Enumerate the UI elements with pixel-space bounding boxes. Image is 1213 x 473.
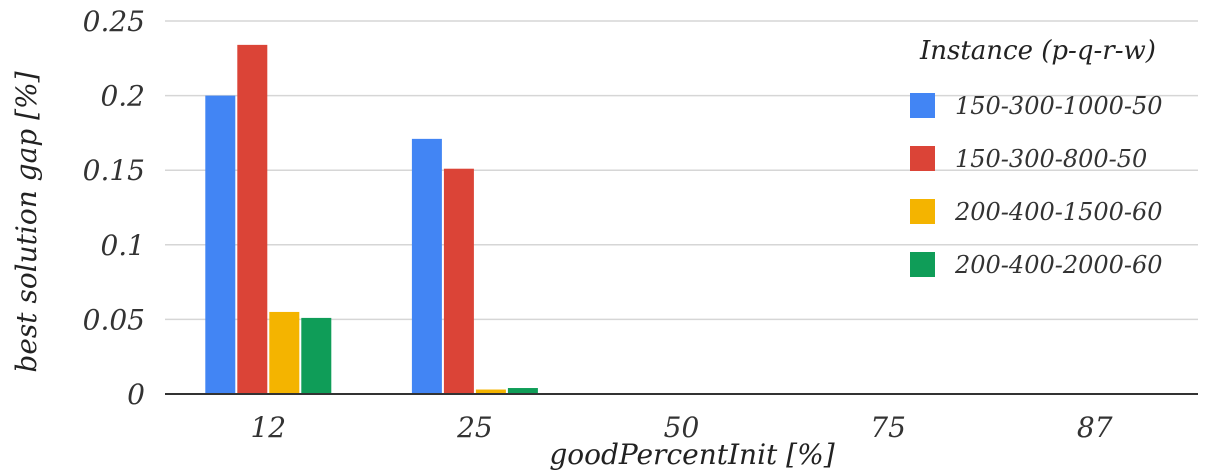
legend: Instance (p-q-r-w) 150-300-1000-50 150-30…: [910, 36, 1163, 279]
legend-item-label: 200-400-1500-60: [954, 198, 1163, 226]
legend-swatch: [910, 199, 935, 224]
y-tick-label: 0.05: [83, 303, 145, 336]
bar-200-400-2000-60-25: [507, 388, 538, 394]
bar-150-300-800-50-12: [237, 44, 268, 394]
x-tick-label: 12: [250, 411, 286, 444]
bar-200-400-1500-60-25: [475, 389, 506, 394]
bar-200-400-1500-60-12: [269, 311, 300, 394]
bar-150-300-800-50-25: [443, 168, 474, 394]
y-tick-label: 0.1: [100, 229, 145, 262]
legend-swatch: [910, 146, 935, 171]
bar-200-400-2000-60-12: [301, 317, 332, 394]
y-tick-label: 0: [127, 378, 145, 411]
legend-item-label: 200-400-2000-60: [954, 251, 1163, 279]
y-axis-ticks: 0 0.05 0.1 0.15 0.2 0.25: [83, 5, 145, 411]
y-tick-label: 0.25: [83, 5, 145, 38]
bar-150-300-1000-50-12: [205, 95, 236, 394]
y-axis-title: best solution gap [%]: [10, 71, 43, 372]
x-tick-label: 75: [870, 411, 906, 444]
legend-item-label: 150-300-800-50: [955, 145, 1147, 173]
legend-item-label: 150-300-1000-50: [955, 92, 1163, 120]
legend-title: Instance (p-q-r-w): [919, 36, 1156, 66]
x-tick-label: 25: [456, 411, 493, 444]
y-tick-label: 0.15: [83, 154, 145, 187]
grid-lines: [165, 20, 1198, 321]
legend-swatch: [910, 252, 935, 277]
legend-swatch: [910, 93, 935, 118]
y-tick-label: 0.2: [100, 80, 145, 113]
bars: [205, 44, 538, 394]
x-tick-label: 50: [664, 411, 700, 444]
x-tick-label: 87: [1077, 411, 1113, 444]
x-axis-title: goodPercentInit [%]: [549, 438, 834, 471]
x-axis-ticks: 12 25 50 75 87: [250, 411, 1112, 444]
bar-150-300-1000-50-25: [411, 138, 442, 394]
